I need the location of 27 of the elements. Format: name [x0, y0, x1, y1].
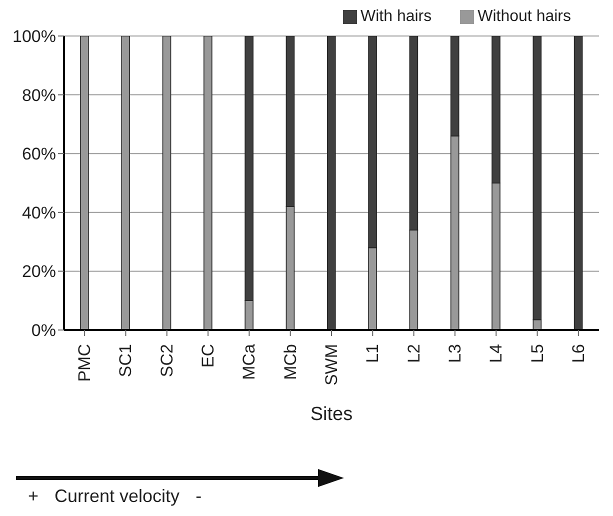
bar: [574, 36, 583, 330]
y-tick-label: 40%: [22, 203, 56, 222]
x-tick-label: L3: [445, 344, 464, 363]
legend-label: Without hairs: [478, 8, 571, 25]
y-tick-label: 100%: [12, 27, 56, 46]
text: Current velocity: [54, 486, 180, 507]
x-tick-label: SC1: [116, 344, 136, 378]
y-tick-label: 20%: [22, 262, 56, 282]
x-tick-label: MCb: [280, 344, 300, 380]
x-tick-label: SWM: [322, 344, 341, 386]
x-axis-title: Sites: [309, 404, 354, 426]
y-tick-label: 80%: [22, 86, 56, 105]
x-tick-label: L6: [568, 344, 588, 363]
x-tick-label: L2: [404, 344, 424, 363]
x-tick-label: EC: [198, 344, 218, 368]
y-tick-label: 60%: [22, 144, 56, 164]
bar: [326, 36, 336, 330]
text: -: [196, 486, 202, 507]
y-tick-label: 0%: [31, 321, 56, 340]
text: +: [28, 486, 39, 507]
x-tick-label: L1: [363, 344, 382, 363]
x-tick-label: SC2: [157, 344, 176, 378]
x-tick-label: L5: [528, 344, 547, 363]
x-tick-label: L4: [486, 344, 506, 363]
x-tick-label: PMC: [75, 344, 94, 382]
x-tick-label: MCa: [240, 343, 259, 380]
legend-label: With hairs: [360, 8, 432, 25]
